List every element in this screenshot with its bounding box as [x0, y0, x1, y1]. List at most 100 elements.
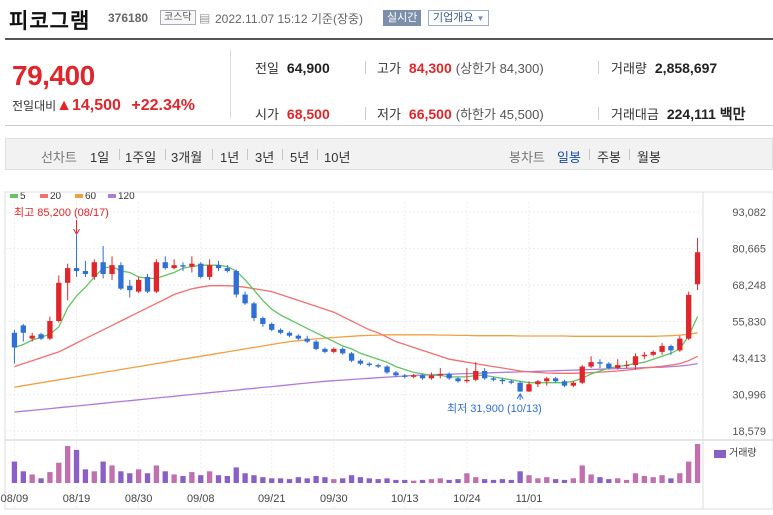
chevron-down-icon: ▼: [476, 14, 485, 23]
volume-bar: [659, 475, 665, 483]
candle-monthly[interactable]: 월봉: [637, 150, 661, 165]
candle-body: [29, 335, 35, 339]
period-5y[interactable]: 5년: [290, 150, 310, 165]
separator: [247, 149, 248, 160]
volume-bar: [517, 471, 523, 483]
x-tick-label: 08/30: [125, 493, 153, 505]
volume-bar: [437, 478, 443, 483]
high-arrow-head: [73, 228, 80, 236]
period-10y[interactable]: 10년: [324, 150, 351, 165]
volume-bar: [286, 479, 293, 483]
amount-value: 224,111 백만: [666, 106, 746, 122]
volume-bar: [473, 477, 479, 483]
volume-bar: [109, 465, 115, 483]
volume-bar: [331, 479, 337, 483]
candle-body: [180, 265, 186, 267]
legend-label: 20: [50, 191, 62, 202]
candle-daily[interactable]: 일봉: [557, 150, 581, 165]
change-percent: +22.34%: [131, 97, 196, 114]
volume-bar: [597, 477, 603, 483]
candle-body: [162, 262, 168, 269]
prev-close-cell: 전일 64,900: [255, 58, 330, 77]
legend-label: 120: [118, 191, 135, 202]
volume-bar: [419, 479, 426, 483]
candle-body: [251, 303, 257, 319]
volume-bar: [47, 472, 53, 483]
separator: [119, 149, 120, 160]
candle-body: [11, 332, 18, 348]
candle-body: [100, 262, 106, 274]
volume-bar: [481, 479, 488, 483]
datetime-label: 2022.11.07 15:12 기준(장중): [215, 12, 364, 26]
open-cell: 시가 68,500: [255, 104, 330, 123]
candle-body: [393, 372, 399, 376]
candle-body: [322, 348, 328, 352]
candle-body: [686, 294, 692, 339]
volume-bar: [260, 477, 266, 483]
volume-bar: [180, 475, 186, 483]
candle-body: [641, 354, 647, 357]
upper-limit: (상한가 84,300): [455, 61, 544, 76]
candle-body: [65, 268, 71, 283]
company-info-dropdown[interactable]: 기업개요 ▼: [428, 10, 490, 26]
candle-body: [242, 294, 248, 304]
x-tick-label: 10/13: [391, 493, 419, 505]
volume-bar: [606, 479, 612, 483]
candle-body: [632, 356, 639, 366]
volume-bar: [375, 479, 381, 483]
chart-frame: [4, 191, 773, 510]
separator: [212, 149, 213, 160]
candle-body: [677, 338, 683, 351]
candle-body: [561, 381, 568, 386]
ma120-line: [14, 362, 698, 413]
candle-body: [153, 262, 160, 292]
candle-body: [650, 351, 656, 355]
volume-bar: [20, 471, 26, 483]
high-label: 고가: [377, 61, 401, 76]
candle-body: [56, 282, 62, 322]
period-3m[interactable]: 3개월: [171, 150, 203, 165]
candle-body: [508, 381, 514, 383]
legend-swatch: [108, 194, 116, 199]
legend-swatch: [40, 194, 48, 199]
legend-ma5: 5: [10, 191, 26, 202]
volume-bar: [135, 469, 142, 483]
y-tick-label: 18,579: [732, 426, 766, 438]
legend-ma120: 120: [108, 191, 135, 202]
volume-bar: [171, 474, 177, 483]
y-tick-label: 43,413: [732, 353, 766, 365]
candle-body: [269, 323, 275, 330]
candle-body: [615, 365, 621, 369]
candle-body: [517, 382, 523, 392]
candle-weekly[interactable]: 주봉: [597, 150, 621, 165]
high-value: 84,300: [408, 60, 452, 76]
period-1y[interactable]: 1년: [220, 150, 240, 165]
separator: [365, 107, 366, 120]
volume-bar: [499, 479, 506, 483]
period-1d[interactable]: 1일: [90, 150, 110, 165]
candle-body: [419, 375, 426, 379]
legend-ma20: 20: [40, 191, 61, 202]
candle-body: [552, 378, 559, 382]
line-chart-label: 선차트: [41, 150, 77, 165]
volume-bar: [29, 474, 35, 483]
candle-body: [118, 265, 124, 289]
period-1w[interactable]: 1주일: [125, 150, 157, 165]
price-chart[interactable]: 93,082 80,665 68,248 55,830 43,413 30,996 18,5…: [0, 186, 773, 515]
realtime-button[interactable]: 실시간: [383, 10, 422, 26]
lower-limit: (하한가 45,500): [455, 107, 544, 122]
candle-body: [91, 262, 97, 277]
candle-body: [331, 348, 337, 352]
volume-bar: [215, 475, 222, 483]
legend-label: 60: [85, 191, 97, 202]
candle-body: [481, 370, 488, 379]
candle-body: [277, 329, 284, 333]
candle-body: [73, 268, 80, 272]
period-3y[interactable]: 3년: [255, 150, 275, 165]
candle-body: [579, 366, 585, 383]
volume-bar: [322, 477, 328, 483]
amount-cell: 거래대금 224,111 백만: [611, 104, 746, 124]
candle-body: [233, 271, 239, 295]
prev-close-label: 전일: [255, 61, 279, 76]
volume-bar: [340, 478, 346, 483]
